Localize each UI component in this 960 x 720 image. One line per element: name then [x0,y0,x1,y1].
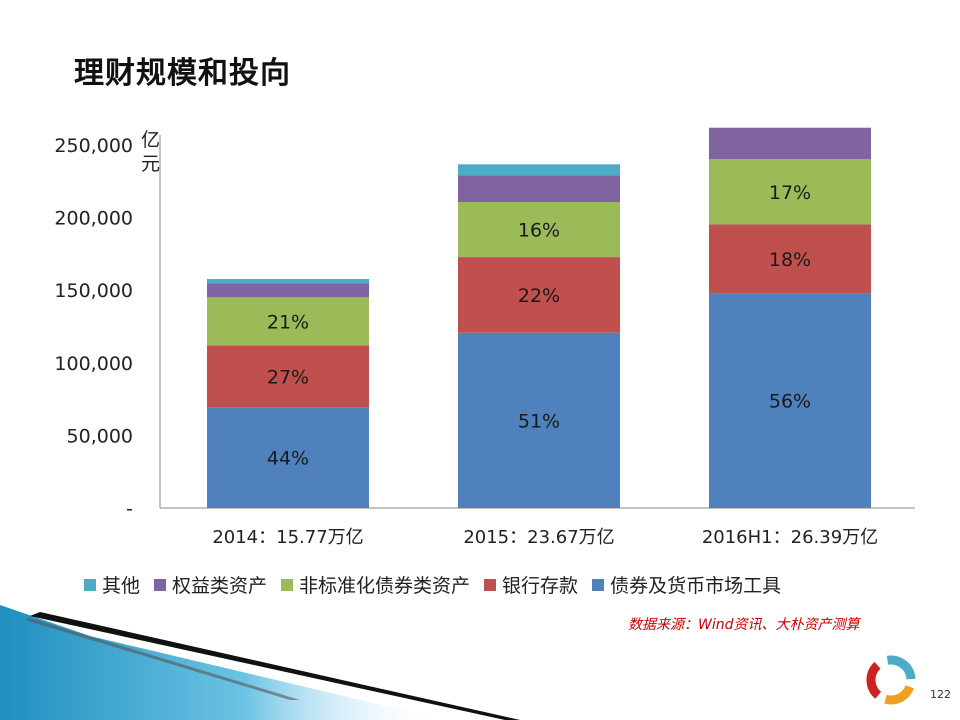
swoosh-black-line [30,612,520,720]
y-tick-label: 150,000 [54,280,133,302]
legend-item: 非标准化债券类资产 [281,571,470,598]
bar-data-label: 51% [518,410,560,432]
bar-data-label: 21% [267,311,309,333]
legend-label: 非标准化债券类资产 [299,575,471,597]
bar-data-label: 56% [769,391,811,413]
legend-item: 权益类资产 [154,571,267,598]
bar-segment [458,175,620,203]
bar-segment [207,279,369,284]
swoosh-gray-line [25,618,300,700]
page-number: 122 [930,688,951,701]
bar-data-label: 44% [267,448,309,470]
x-tick-label: 2015：23.67万亿 [463,527,614,548]
legend-swatch [154,578,167,591]
bar-segment [458,202,620,258]
slide-title: 理财规模和投向 [74,56,291,91]
x-tick-label: 2014：15.77万亿 [212,527,363,548]
bar-segment [458,332,620,508]
bar-segment [709,159,871,225]
y-tick-label: 200,000 [54,208,133,230]
legend-label: 债券及货币市场工具 [610,575,782,597]
company-logo [866,655,916,705]
legend-label: 其他 [102,575,141,597]
chart-legend: 其他 权益类资产 非标准化债券类资产 银行存款 债券及货币市场工具 [84,571,795,598]
bar-data-label: 27% [267,366,309,388]
y-unit-label: 元 [141,153,160,175]
bar-data-label: 16% [518,220,560,242]
chart-tick-labels: - 50,000 100,000 150,000 200,000 250,000 亿元 201… [54,129,878,548]
bar-segment [709,224,871,294]
y-unit-label: 亿 [141,129,160,151]
bar-data-label: 17% [769,182,811,204]
legend-swatch [484,578,497,591]
chart-bars: 44% 27% 21% 51% 22% 16% 56% 18% 17% [207,127,871,508]
legend-item: 银行存款 [484,571,578,598]
source-note: 数据来源：Wind资讯、大朴资产测算 [628,617,860,633]
legend-swatch [592,578,605,591]
y-tick-label: 250,000 [54,135,133,157]
bar-segment [709,293,871,508]
y-tick-label: 100,000 [54,353,133,375]
legend-swatch [281,578,294,591]
bar-data-label: 22% [518,285,560,307]
legend-item: 债券及货币市场工具 [592,571,781,598]
swoosh-blue-band [0,605,445,720]
legend-item: 其他 [84,571,140,598]
bar-segment [207,345,369,408]
y-tick-label: 50,000 [67,425,133,447]
bar-data-label: 18% [769,249,811,271]
bar-segment [207,297,369,346]
y-tick-label: - [126,498,133,520]
bar-segment [458,257,620,333]
bar-segment [709,127,871,160]
bar-segment [207,407,369,508]
x-tick-label: 2016H1：26.39万亿 [702,527,878,548]
bar-segment [458,164,620,176]
legend-swatch [84,578,96,591]
bar-segment [207,283,369,298]
legend-label: 银行存款 [502,575,579,597]
legend-label: 权益类资产 [172,575,268,597]
